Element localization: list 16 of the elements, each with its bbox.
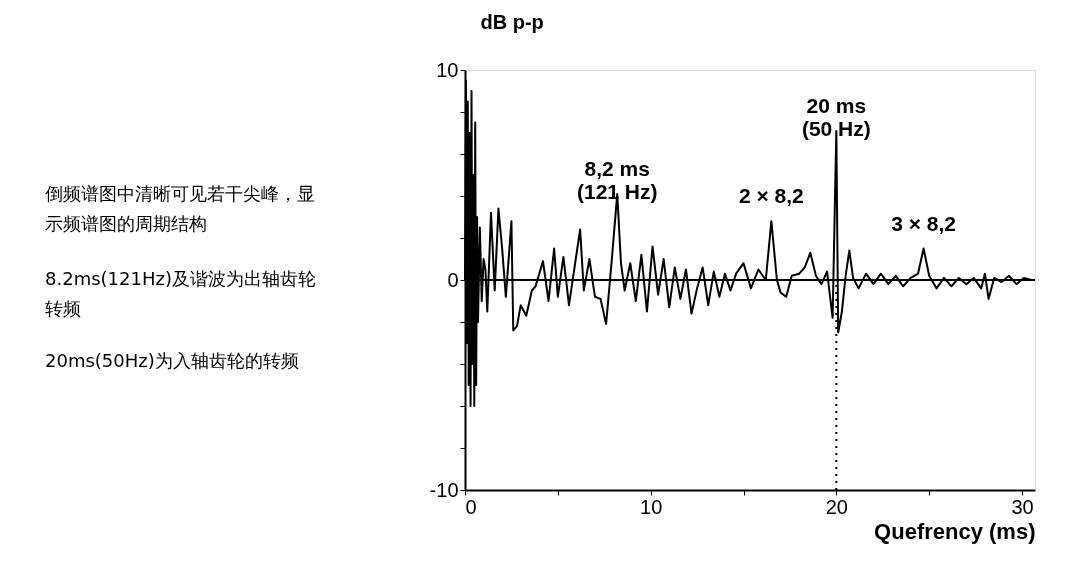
x-tick-label: 20 — [825, 495, 848, 518]
annotation: 3 × 8,2 — [891, 211, 957, 235]
y-tick-label: 0 — [447, 268, 459, 291]
x-tick-label: 30 — [1011, 495, 1034, 518]
x-axis-title: Quefrency (ms) — [874, 518, 1036, 544]
annotation: 8,2 ms (121 Hz) — [576, 156, 658, 203]
x-tick-label: 10 — [640, 495, 663, 518]
x-tick-label: 0 — [465, 495, 477, 518]
text: 倒频谱图中清晰可见若干尖峰，显示频谱图的周期结构 — [45, 183, 315, 234]
y-axis-title: dB p-p — [480, 10, 544, 33]
annotation: 2 × 8,2 — [738, 184, 804, 208]
y-tick-label: 10 — [436, 58, 459, 81]
text: 8.2ms(121Hz)及谐波为出轴齿轮转频 — [45, 268, 316, 319]
annotation: 20 ms (50 Hz) — [801, 93, 871, 140]
text: 20ms(50Hz)为入轴齿轮的转频 — [45, 350, 299, 371]
y-tick-label: -10 — [429, 478, 459, 501]
